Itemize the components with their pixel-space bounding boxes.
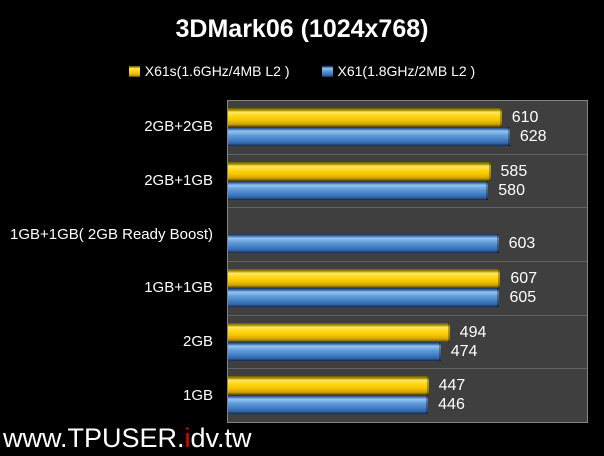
- watermark-highlight: i: [184, 423, 191, 453]
- bar-slot-x61s: 585: [228, 161, 587, 181]
- category-labels: 2GB+2GB 2GB+1GB 1GB+1GB( 2GB Ready Boost) 1…: [0, 100, 213, 422]
- bar-x61: [228, 395, 429, 415]
- bar-slot-x61: 580: [228, 180, 587, 200]
- legend-item-x61s: X61s(1.6GHz/4MB L2 ): [128, 63, 290, 79]
- bar-value-label: 605: [509, 289, 537, 307]
- bar-slot-x61: 603: [228, 234, 587, 254]
- bar-slot-x61: 474: [228, 341, 587, 361]
- bar-value-label: 603: [508, 235, 536, 253]
- bar-x61: [228, 127, 510, 146]
- bar-slot-x61: 605: [228, 288, 587, 308]
- category-band: 447 446: [228, 368, 587, 422]
- bar-value-label: 447: [438, 377, 466, 395]
- legend-swatch-blue-icon: [321, 65, 333, 77]
- legend-label-x61s: X61s(1.6GHz/4MB L2 ): [144, 63, 290, 79]
- category-label: 1GB+1GB: [144, 279, 213, 297]
- chart-title: 3DMark06 (1024x768): [175, 15, 429, 43]
- legend-label-x61: X61(1.8GHz/2MB L2 ): [337, 63, 476, 79]
- category-label: 1GB+1GB( 2GB Ready Boost): [9, 225, 213, 243]
- category-label: 1GB: [182, 386, 213, 404]
- bar-value-label: 585: [500, 162, 528, 180]
- legend-swatch-yellow-icon: [128, 65, 140, 77]
- bar-value-label: 494: [459, 323, 487, 341]
- category-band: 585 580: [228, 153, 587, 208]
- bar-x61: [228, 341, 441, 361]
- category-label: 2GB+2GB: [144, 118, 213, 136]
- bar-slot-x61s: 447: [228, 376, 587, 396]
- bar-value-label: 474: [450, 342, 478, 360]
- legend: X61s(1.6GHz/4MB L2 ) X61(1.8GHz/2MB L2 ): [0, 63, 604, 79]
- bar-slot-x61s: 610: [228, 108, 587, 127]
- bar-value-label: 628: [519, 128, 547, 145]
- category-band: 494 474: [228, 314, 587, 369]
- bar-slot-x61s: 494: [228, 322, 587, 342]
- bar-x61s: [228, 269, 501, 289]
- bar-x61: [228, 288, 500, 308]
- category-band: 603: [228, 207, 587, 261]
- category-band: 610 628: [228, 101, 587, 154]
- bar-x61s: [228, 376, 429, 396]
- bar-x61s: [228, 161, 491, 181]
- bar-slot-x61: 446: [228, 395, 587, 415]
- bar-x61: [228, 180, 489, 200]
- bar-value-label: 580: [498, 181, 525, 199]
- category-label: 2GB+1GB: [144, 172, 213, 189]
- bar-x61s: [228, 108, 502, 127]
- bar-x61s: [228, 322, 450, 342]
- watermark: www.TPUSER.idv.tw: [3, 423, 252, 454]
- bar-slot-x61: 628: [228, 127, 587, 146]
- bar-value-label: 446: [438, 396, 465, 414]
- category-band: 607 605: [228, 261, 587, 315]
- watermark-prefix: www.TPUSER.: [3, 423, 185, 453]
- bar-slot-x61s: [228, 215, 587, 234]
- legend-item-x61: X61(1.8GHz/2MB L2 ): [321, 63, 476, 79]
- watermark-suffix: dv.tw: [190, 423, 252, 453]
- category-label: 2GB: [182, 333, 213, 351]
- bar-x61: [228, 234, 499, 254]
- bar-value-label: 607: [510, 270, 538, 288]
- plot-area: 610 628 585 580 603 607 605 494 474 447 446: [227, 100, 588, 423]
- bar-value-label: 610: [511, 109, 539, 126]
- bar-slot-x61s: 607: [228, 269, 587, 289]
